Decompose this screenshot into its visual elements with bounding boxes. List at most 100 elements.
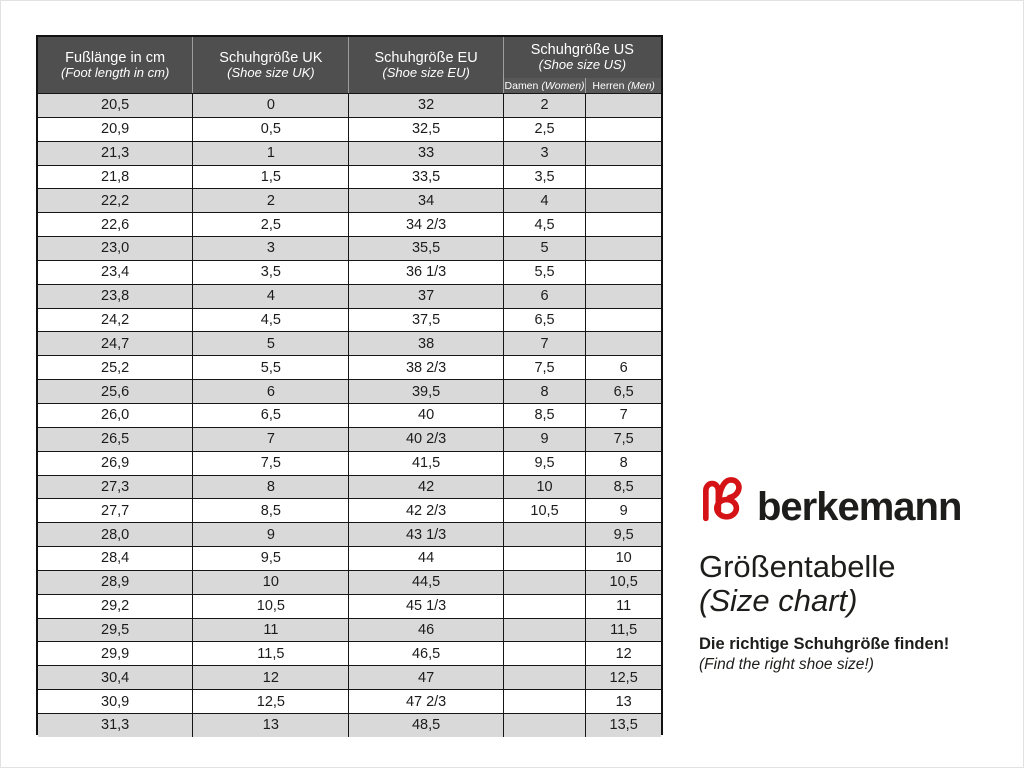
table-cell: 36 1/3 bbox=[348, 260, 502, 284]
table-cell bbox=[502, 713, 586, 737]
table-cell: 0,5 bbox=[192, 117, 348, 141]
table-cell: 48,5 bbox=[348, 713, 502, 737]
table-cell bbox=[585, 189, 661, 213]
table-cell: 22,2 bbox=[101, 192, 130, 209]
table-cell: 38 bbox=[348, 332, 502, 356]
table-cell: 30,9 bbox=[101, 693, 130, 710]
table-cell bbox=[502, 642, 586, 666]
table-cell bbox=[502, 547, 586, 570]
table-cell: 7,5 bbox=[502, 356, 586, 380]
table-cell: 35,5 bbox=[348, 237, 502, 260]
table-cell: 45 1/3 bbox=[348, 594, 502, 618]
table-cell: 47 bbox=[348, 666, 502, 690]
column-sublabel: (Shoe size US) bbox=[538, 57, 627, 73]
table-cell: 29,5 bbox=[101, 621, 130, 638]
table-cell: 9,5 bbox=[502, 451, 586, 475]
table-cell: 40 bbox=[348, 403, 502, 427]
column-header-us: Schuhgröße US (Shoe size US) bbox=[502, 37, 661, 78]
table-row: 28,0 9 43 1/3 9,5 bbox=[38, 522, 661, 547]
table-cell: 42 bbox=[348, 475, 502, 499]
table-cell: 38 2/3 bbox=[348, 356, 502, 380]
table-header: Fußlänge in cm (Foot length in cm) Schuh… bbox=[38, 37, 661, 93]
table-cell bbox=[585, 308, 661, 332]
table-row: 29,5 11 46 11,5 bbox=[38, 617, 661, 642]
table-cell: 33,5 bbox=[348, 165, 502, 189]
column-label: Schuhgröße US bbox=[530, 42, 634, 59]
table-row: 23,0 3 35,5 5 bbox=[38, 236, 661, 260]
table-cell: 44,5 bbox=[348, 570, 502, 594]
table-cell: 37 bbox=[348, 284, 502, 308]
table-cell: 11 bbox=[192, 618, 348, 642]
table-cell bbox=[502, 690, 586, 713]
table-row: 21,8 1,5 33,5 3,5 bbox=[38, 164, 661, 189]
table-cell: 22,6 bbox=[101, 216, 130, 233]
table-cell: 12,5 bbox=[585, 666, 661, 690]
table-row: 30,9 12,5 47 2/3 13 bbox=[38, 689, 661, 713]
table-cell bbox=[585, 237, 661, 260]
table-row: 21,3 1 33 3 bbox=[38, 140, 661, 165]
table-cell: 8 bbox=[502, 380, 586, 403]
table-cell: 24,7 bbox=[101, 335, 130, 352]
brand-wordmark: berkemann bbox=[757, 485, 962, 529]
table-cell: 29,9 bbox=[101, 645, 130, 662]
table-cell: 7 bbox=[585, 403, 661, 427]
table-row: 20,5 0 32 2 bbox=[38, 93, 661, 117]
table-cell: 5 bbox=[192, 332, 348, 356]
table-cell: 3 bbox=[192, 237, 348, 260]
table-cell bbox=[585, 213, 661, 237]
table-cell: 4,5 bbox=[502, 213, 586, 237]
column-sublabel: (Foot length in cm) bbox=[60, 64, 170, 80]
table-cell: 28,9 bbox=[101, 574, 130, 591]
table-row: 28,9 10 44,5 10,5 bbox=[38, 569, 661, 594]
table-cell: 26,0 bbox=[101, 407, 130, 424]
tagline-de: Die richtige Schuhgröße finden! bbox=[699, 635, 950, 653]
table-cell: 41,5 bbox=[348, 451, 502, 475]
table-cell: 6,5 bbox=[502, 308, 586, 332]
table-cell: 9 bbox=[192, 523, 348, 547]
table-row: 31,3 13 48,5 13,5 bbox=[38, 712, 661, 737]
table-cell: 10,5 bbox=[502, 499, 586, 523]
table-cell: 33 bbox=[348, 141, 502, 165]
table-cell: 11 bbox=[585, 594, 661, 618]
table-cell: 10 bbox=[585, 547, 661, 570]
table-cell bbox=[502, 594, 586, 618]
subcolumn-note: (Women) bbox=[541, 79, 585, 92]
table-cell: 24,2 bbox=[101, 312, 130, 329]
table-cell: 12,5 bbox=[192, 690, 348, 713]
table-cell: 4,5 bbox=[192, 308, 348, 332]
table-cell: 27,3 bbox=[101, 478, 130, 495]
table-cell: 9,5 bbox=[585, 523, 661, 547]
subcolumn-header-women: Damen (Women) bbox=[502, 78, 586, 93]
table-cell bbox=[502, 666, 586, 690]
table-cell: 23,8 bbox=[101, 288, 130, 305]
table-cell: 8,5 bbox=[192, 499, 348, 523]
table-cell: 25,6 bbox=[101, 383, 130, 400]
table-cell bbox=[585, 260, 661, 284]
table-row: 22,2 2 34 4 bbox=[38, 188, 661, 213]
table-cell: 7 bbox=[192, 427, 348, 451]
table-cell: 13,5 bbox=[585, 713, 661, 737]
table-row: 25,6 6 39,5 8 6,5 bbox=[38, 379, 661, 403]
table-cell: 32,5 bbox=[348, 117, 502, 141]
table-cell: 5,5 bbox=[192, 356, 348, 380]
table-row: 25,2 5,5 38 2/3 7,5 6 bbox=[38, 355, 661, 380]
table-cell: 9 bbox=[585, 499, 661, 523]
column-sublabel: (Shoe size UK) bbox=[227, 64, 315, 80]
table-cell: 20,9 bbox=[101, 121, 130, 138]
table-cell: 44 bbox=[348, 547, 502, 570]
table-row: 27,3 8 42 10 8,5 bbox=[38, 474, 661, 499]
chart-title-de: Größentabelle bbox=[699, 549, 896, 584]
column-label: Fußlänge in cm bbox=[65, 49, 166, 66]
table-cell: 26,9 bbox=[101, 455, 130, 472]
table-cell: 47 2/3 bbox=[348, 690, 502, 713]
table-cell: 2,5 bbox=[502, 117, 586, 141]
table-cell: 4 bbox=[192, 284, 348, 308]
table-cell bbox=[585, 284, 661, 308]
table-cell: 6,5 bbox=[192, 403, 348, 427]
table-cell: 7,5 bbox=[192, 451, 348, 475]
table-cell bbox=[585, 165, 661, 189]
table-cell: 23,4 bbox=[101, 264, 130, 281]
table-cell: 1 bbox=[192, 141, 348, 165]
table-cell: 7,5 bbox=[585, 427, 661, 451]
tagline-en: (Find the right shoe size!) bbox=[699, 655, 874, 673]
